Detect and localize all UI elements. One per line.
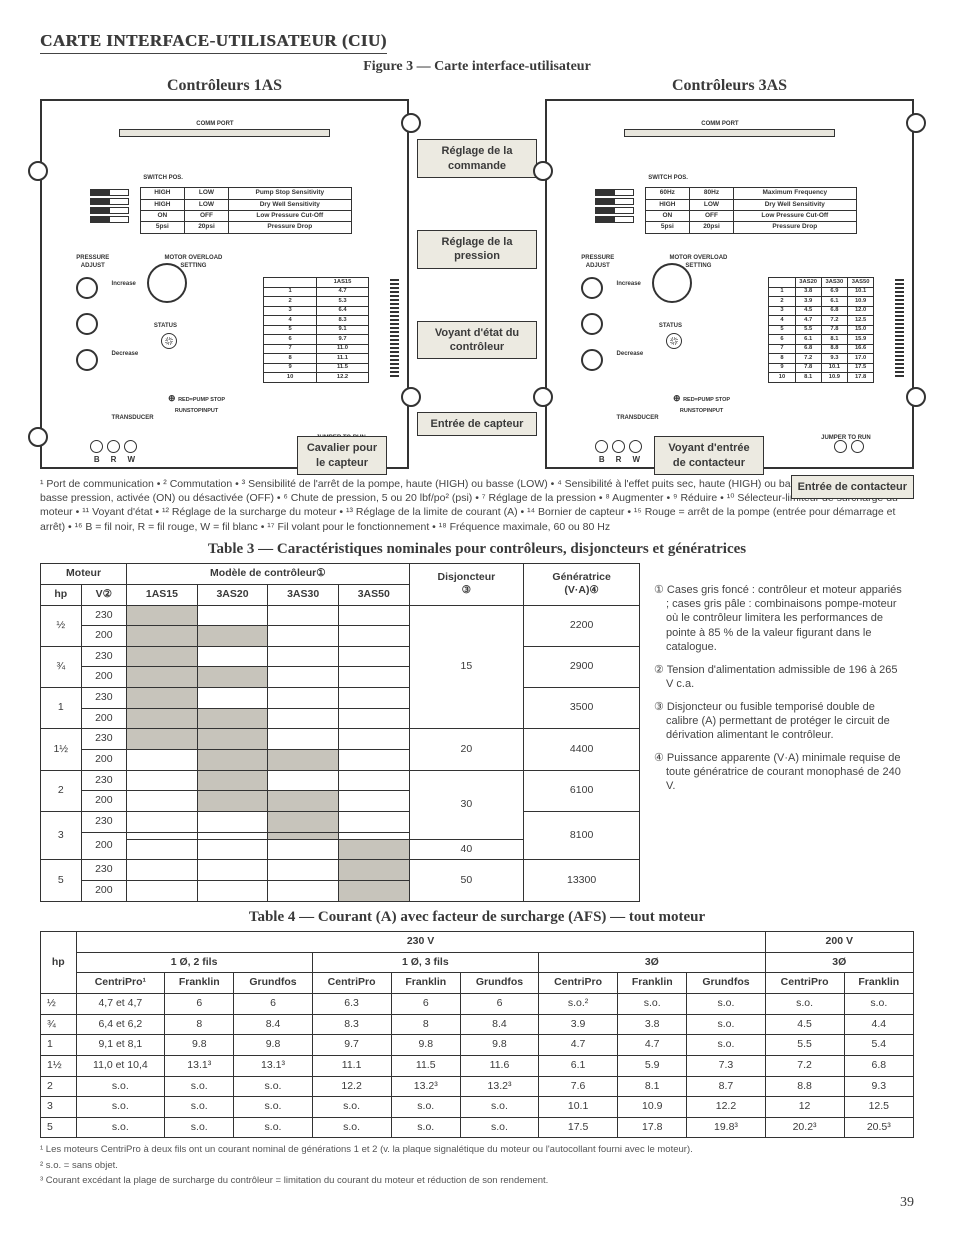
pot-side xyxy=(28,427,48,447)
comm-port-label: COMM PORT xyxy=(196,121,233,129)
terminal-block-left xyxy=(90,440,137,453)
amp-table-3as: 3AS203AS303AS5013.86.910.123.96.110.934.… xyxy=(768,277,874,383)
selector-dial xyxy=(652,263,700,311)
barcode-strip xyxy=(390,277,399,377)
jumper-label: JUMPER TO RUN xyxy=(821,435,871,443)
pressure-adjust-label: PRESSURE ADJUST xyxy=(581,255,614,271)
label-entree-contacteur: Entrée de contacteur xyxy=(791,475,914,499)
switch-pos-label: SWITCH POS. xyxy=(143,175,183,183)
table4-caption: Table 4 — Courant (A) avec facteur de su… xyxy=(40,908,914,928)
label-entree-capteur: Entrée de capteur xyxy=(417,412,537,436)
decrease-label: Decrease xyxy=(112,351,139,359)
increase-label: Increase xyxy=(112,281,136,289)
label-reglage-commande: Réglage de la commande xyxy=(417,139,537,178)
page-number: 39 xyxy=(40,1194,914,1212)
status-label: STATUS xyxy=(659,323,682,331)
board-title-1as: Contrôleurs 1AS xyxy=(40,76,409,97)
transducer-label: TRANSDUCER xyxy=(617,415,659,423)
pot-side xyxy=(906,113,926,133)
selector-dial xyxy=(147,263,195,311)
status-led-icon xyxy=(161,333,177,349)
status-label: STATUS xyxy=(154,323,177,331)
label-voyant-entree: Voyant d'entrée de contacteur xyxy=(654,436,764,475)
section-title: CARTE INTERFACE-UTILISATEUR (CIU) xyxy=(40,30,387,54)
dip-switches xyxy=(90,189,129,223)
table4: hp230 V200 V1 Ø, 2 fils1 Ø, 3 fils3Ø3ØCe… xyxy=(40,931,914,1138)
table4-footnotes: ¹ Les moteurs CentriPro à deux fils ont … xyxy=(40,1142,914,1188)
pressure-adjust-label: PRESSURE ADJUST xyxy=(76,255,109,271)
pot-side xyxy=(533,387,553,407)
comm-port-bar xyxy=(119,129,331,137)
pressure-pots xyxy=(581,277,603,371)
amp-table-1as: 1AS1514.725.336.448.359.169.7711.0811.19… xyxy=(263,277,369,383)
status-led-icon xyxy=(666,333,682,349)
board-3as: COMM PORT SWITCH POS. 60Hz80HzMaximum Fr… xyxy=(545,99,914,469)
figure-3-diagram: Contrôleurs 1AS COMM PORT SWITCH POS. HI… xyxy=(40,76,914,469)
runstopinput-label: ⊕ RED=PUMP STOP RUNSTOPINPUT xyxy=(673,393,730,416)
table3-caption: Table 3 — Caractéristiques nominales pou… xyxy=(40,540,914,560)
table3-notes: ① Cases gris foncé : contrôleur et moteu… xyxy=(654,563,904,802)
barcode-strip xyxy=(895,277,904,377)
switch-pos-label: SWITCH POS. xyxy=(648,175,688,183)
figure-footnotes: ¹ Port de communication • ² Commutation … xyxy=(40,477,914,534)
label-voyant-etat: Voyant d'état du contrôleur xyxy=(417,321,537,360)
comm-port-bar xyxy=(624,129,836,137)
decrease-label: Decrease xyxy=(617,351,644,359)
label-reglage-pression: Réglage de la pression xyxy=(417,230,537,269)
pot-side xyxy=(28,161,48,181)
terminal-block-left xyxy=(595,440,642,453)
brw-labels: BRW xyxy=(599,455,640,465)
switch-table-3as: 60Hz80HzMaximum FrequencyHIGHLOWDry Well… xyxy=(645,187,857,234)
board-title-3as: Contrôleurs 3AS xyxy=(545,76,914,97)
transducer-label: TRANSDUCER xyxy=(112,415,154,423)
pot-side xyxy=(906,387,926,407)
switch-table-1as: HIGHLOWPump Stop SensitivityHIGHLOWDry W… xyxy=(140,187,352,234)
dip-switches xyxy=(595,189,634,223)
comm-port-label: COMM PORT xyxy=(701,121,738,129)
board-1as: COMM PORT SWITCH POS. HIGHLOWPump Stop S… xyxy=(40,99,409,469)
figure-caption: Figure 3 — Carte interface-utilisateur xyxy=(40,58,914,76)
increase-label: Increase xyxy=(617,281,641,289)
label-cavalier-capteur: Cavalier pour le capteur xyxy=(297,436,387,475)
table3: MoteurModèle de contrôleur①Disjoncteur ③… xyxy=(40,563,640,901)
pressure-pots xyxy=(76,277,98,371)
runstopinput-label: ⊕ RED=PUMP STOP RUNSTOPINPUT xyxy=(168,393,225,416)
pot-side xyxy=(533,161,553,181)
brw-labels: BRW xyxy=(94,455,135,465)
